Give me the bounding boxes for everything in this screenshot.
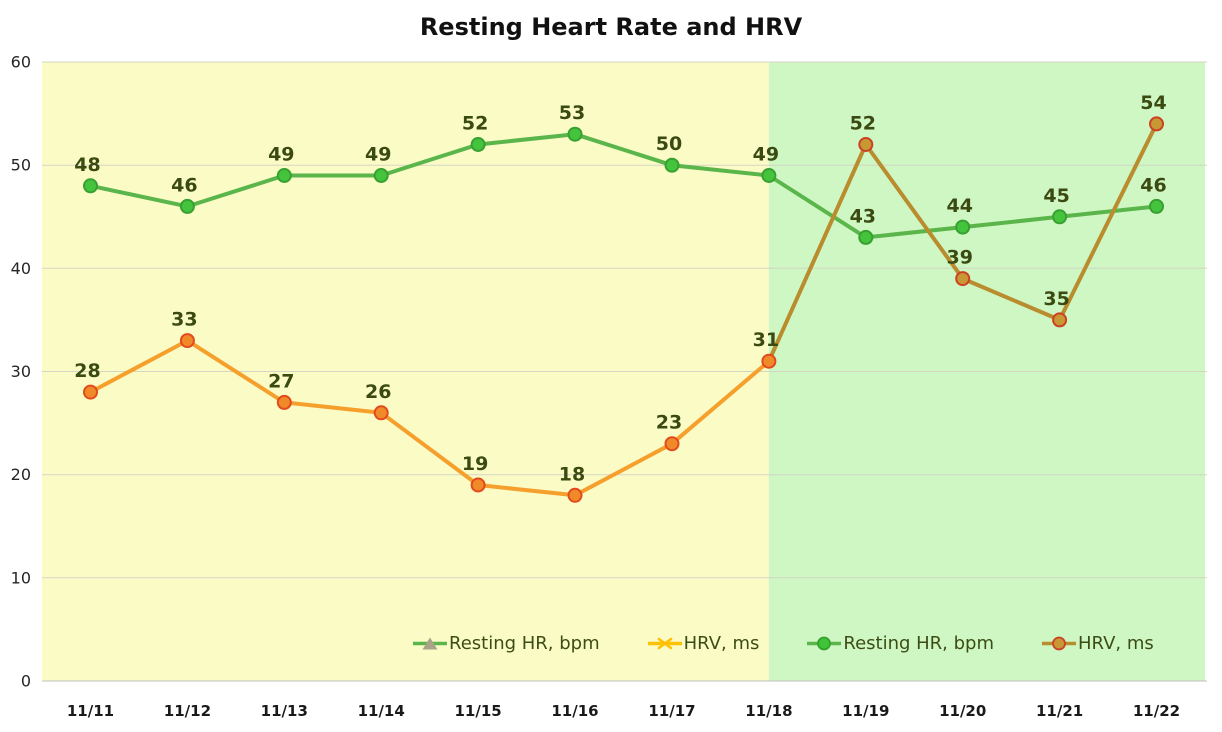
data-point xyxy=(955,219,971,235)
y-tick-label: 0 xyxy=(21,672,31,691)
data-label: 45 xyxy=(1043,185,1069,207)
legend-item-label: Resting HR, bpm xyxy=(449,633,600,654)
y-tick-label: 30 xyxy=(11,362,31,381)
x-tick-label: 11/12 xyxy=(164,702,211,720)
legend-marker-icon xyxy=(647,637,682,650)
y-tick-label: 40 xyxy=(11,259,31,278)
data-label: 31 xyxy=(753,329,779,351)
x-tick-label: 11/16 xyxy=(551,702,598,720)
data-point xyxy=(761,353,777,369)
x-tick-label: 11/18 xyxy=(745,702,792,720)
y-tick-label: 60 xyxy=(11,53,31,72)
y-tick-label: 10 xyxy=(11,568,31,587)
data-label: 33 xyxy=(171,309,197,331)
legend-marker-icon xyxy=(1042,636,1077,651)
data-label: 39 xyxy=(946,247,972,269)
data-point xyxy=(858,229,874,245)
data-label: 18 xyxy=(559,463,585,485)
x-tick-label: 11/17 xyxy=(648,702,695,720)
chart-title: Resting Heart Rate and HRV xyxy=(419,13,803,41)
x-tick-label: 11/14 xyxy=(358,702,405,720)
data-point xyxy=(1052,312,1068,328)
data-point xyxy=(567,487,583,503)
legend-item: Resting HR, bpm xyxy=(807,633,994,654)
gridlines xyxy=(42,61,1207,682)
legend-item-label: HRV, ms xyxy=(683,633,760,654)
x-tick-label: 11/21 xyxy=(1036,702,1083,720)
series-line-0 xyxy=(83,126,1164,245)
legend-marker-icon xyxy=(413,637,447,650)
x-tick-label: 11/13 xyxy=(261,702,308,720)
data-point xyxy=(1149,198,1164,214)
data-label: 46 xyxy=(171,174,197,196)
data-labels: 48 46 49 49 52 53 50 49 43 44 45 46 28 33 27 26 19 18 23 31… xyxy=(74,92,1166,485)
legend-item-label: HRV, ms xyxy=(1078,633,1154,654)
data-label: 46 xyxy=(1140,174,1166,196)
series-line-1 xyxy=(83,116,1164,503)
data-point xyxy=(83,178,98,194)
data-point xyxy=(83,384,98,400)
data-point xyxy=(179,198,195,214)
x-tick-label: 11/20 xyxy=(939,702,986,720)
chart-legend: Resting HR, bpm HRV, ms Resting HR, bpm HRV… xyxy=(413,633,1154,654)
data-label: 43 xyxy=(850,205,876,227)
legend-item: HRV, ms xyxy=(647,633,760,654)
data-point xyxy=(179,333,195,349)
data-point xyxy=(276,168,292,183)
x-tick-label: 11/15 xyxy=(454,702,501,720)
data-label: 53 xyxy=(559,102,585,124)
data-point xyxy=(761,168,777,183)
data-label: 49 xyxy=(365,144,391,166)
x-tick-label: 11/19 xyxy=(842,702,889,720)
data-label: 52 xyxy=(850,113,876,135)
data-label: 26 xyxy=(365,381,391,403)
data-point xyxy=(276,394,292,410)
y-tick-label: 20 xyxy=(11,465,31,484)
data-label: 54 xyxy=(1140,92,1166,114)
data-label: 28 xyxy=(74,360,100,382)
data-point xyxy=(955,271,971,287)
data-label: 52 xyxy=(462,113,488,135)
data-label: 49 xyxy=(268,144,294,166)
data-point xyxy=(373,405,389,421)
legend-item: HRV, ms xyxy=(1042,633,1154,654)
x-axis-labels: 11/11 11/12 11/13 11/14 11/15 11/16 11/17 11/18… xyxy=(67,702,1180,720)
y-tick-label: 50 xyxy=(11,156,31,175)
data-point xyxy=(1052,209,1068,225)
legend-item: Resting HR, bpm xyxy=(413,633,600,654)
y-axis-labels: 0 10 20 30 40 50 60 xyxy=(11,53,31,691)
data-label: 23 xyxy=(656,412,682,434)
data-point xyxy=(470,477,486,493)
x-tick-label: 11/22 xyxy=(1133,702,1180,720)
data-point xyxy=(1149,116,1164,132)
data-label: 19 xyxy=(462,453,488,475)
data-label: 27 xyxy=(268,370,294,392)
data-point xyxy=(664,157,680,173)
data-point xyxy=(373,168,389,183)
legend-marker-icon xyxy=(807,636,842,651)
x-tick-label: 11/11 xyxy=(67,702,114,720)
data-point xyxy=(858,137,874,152)
data-label: 49 xyxy=(753,144,779,166)
data-label: 50 xyxy=(656,133,682,155)
data-label: 44 xyxy=(946,195,972,217)
data-label: 48 xyxy=(74,154,100,176)
data-point xyxy=(664,436,680,452)
data-label: 35 xyxy=(1043,288,1069,310)
legend-item-label: Resting HR, bpm xyxy=(843,633,995,654)
data-point xyxy=(567,126,583,142)
data-point xyxy=(470,137,486,152)
